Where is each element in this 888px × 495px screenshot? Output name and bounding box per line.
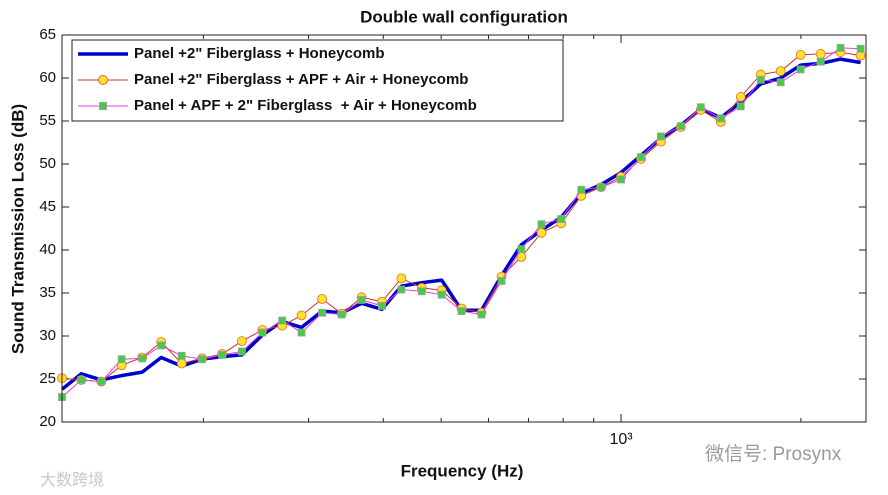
y-tick-label: 50 xyxy=(39,155,56,172)
legend-box xyxy=(71,39,564,122)
y-tick-label: 40 xyxy=(39,241,56,258)
marker xyxy=(775,66,786,77)
marker xyxy=(676,122,685,131)
y-tick-label: 60 xyxy=(39,69,56,86)
marker xyxy=(296,310,307,321)
y-axis-label: Sound Transmission Loss (dB) xyxy=(8,104,27,354)
marker xyxy=(357,295,366,304)
marker xyxy=(258,328,267,337)
marker xyxy=(756,75,765,84)
marker xyxy=(856,44,865,53)
marker xyxy=(637,153,645,162)
x-tick-label: 10³ xyxy=(609,431,633,448)
y-tick-label: 20 xyxy=(39,413,56,430)
y-tick-label: 30 xyxy=(39,327,56,344)
legend-label: Panel +2" Fiberglass + APF + Air + Honey… xyxy=(134,71,468,88)
watermark: 大数跨境 xyxy=(40,470,104,489)
marker xyxy=(836,44,845,52)
marker xyxy=(317,294,327,304)
legend-marker xyxy=(98,75,108,85)
marker xyxy=(337,310,346,319)
marker xyxy=(177,351,186,360)
marker xyxy=(477,310,486,319)
marker xyxy=(696,103,705,112)
marker xyxy=(816,57,825,66)
marker xyxy=(218,351,227,359)
marker xyxy=(517,245,526,254)
legend-label: Panel + APF + 2" Fiberglass + Air + Hone… xyxy=(134,97,477,114)
plot-frame xyxy=(61,34,867,423)
marker xyxy=(236,336,247,347)
marker xyxy=(77,375,86,384)
x-axis-label: Frequency (Hz) xyxy=(401,461,524,480)
marker xyxy=(437,290,446,299)
marker xyxy=(597,183,605,192)
marker xyxy=(815,49,826,59)
marker xyxy=(297,328,306,337)
marker xyxy=(577,185,586,194)
marker xyxy=(318,308,326,317)
marker xyxy=(396,273,407,284)
chart-title: Double wall configuration xyxy=(360,7,568,26)
marker xyxy=(536,227,547,238)
legend-label: Panel +2" Fiberglass + Honeycomb xyxy=(134,45,385,62)
marker xyxy=(198,355,206,364)
marker xyxy=(796,65,805,74)
y-tick-label: 65 xyxy=(39,26,56,43)
marker xyxy=(776,78,785,87)
marker xyxy=(716,114,725,123)
marker xyxy=(176,358,187,369)
legend-marker xyxy=(99,102,107,110)
marker xyxy=(378,301,386,310)
marker xyxy=(617,175,625,184)
marker xyxy=(656,132,665,141)
y-tick-label: 55 xyxy=(39,112,56,129)
y-tick-label: 35 xyxy=(39,284,56,301)
marker xyxy=(138,354,147,363)
marker xyxy=(497,277,506,285)
marker xyxy=(397,285,406,294)
marker xyxy=(97,377,106,386)
y-tick-label: 45 xyxy=(39,198,56,215)
marker xyxy=(237,347,246,356)
marker xyxy=(117,355,126,364)
y-tick-label: 25 xyxy=(39,370,56,387)
marker xyxy=(557,215,566,223)
marker xyxy=(457,307,466,315)
marker xyxy=(417,287,426,296)
marker xyxy=(735,92,746,102)
marker xyxy=(537,220,546,229)
watermark: 微信号: Prosynx xyxy=(705,443,842,465)
marker xyxy=(278,316,287,325)
marker xyxy=(736,102,745,111)
marker xyxy=(157,341,166,350)
marker xyxy=(795,49,806,60)
